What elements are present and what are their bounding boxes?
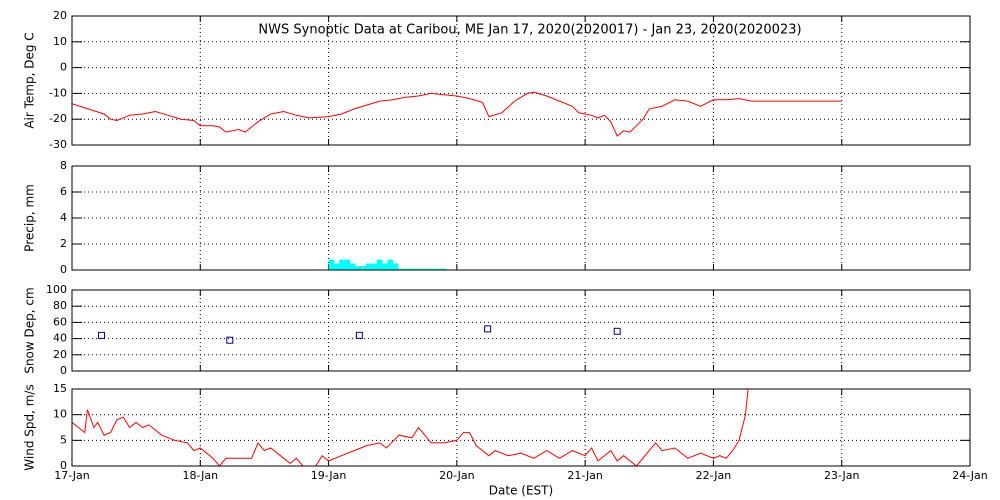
point: [613, 327, 621, 335]
bar: [349, 263, 356, 270]
bar: [430, 268, 436, 270]
frame: [71, 388, 971, 467]
y-tick-label: 10: [53, 35, 67, 48]
frame: [71, 15, 971, 146]
y-tick-label: 10: [53, 408, 67, 421]
bar: [387, 259, 394, 270]
bar: [371, 263, 377, 270]
y-tick-label: -20: [49, 112, 67, 125]
bar: [419, 268, 426, 270]
bar: [398, 268, 404, 270]
bar: [366, 263, 372, 270]
y-axis-label: Precip, mm: [23, 184, 37, 252]
data-line: [72, 388, 749, 467]
y-axis-label: Snow Dep, cm: [23, 287, 37, 373]
point: [98, 331, 106, 339]
y-tick-label: 20: [53, 9, 67, 22]
y-tick-label: 40: [53, 332, 67, 345]
x-tick-label: 22-Jan: [696, 469, 732, 482]
y-tick-label: 0: [60, 364, 67, 377]
bar: [376, 259, 383, 270]
plot-area: [98, 325, 621, 344]
point: [355, 331, 363, 339]
data-line: [72, 91, 842, 137]
y-tick-label: 5: [60, 433, 67, 446]
bar: [392, 263, 399, 270]
bar: [333, 263, 340, 270]
bar: [344, 259, 351, 270]
y-tick-label: 0: [60, 263, 67, 276]
y-tick-label: 2: [60, 237, 67, 250]
bar: [424, 268, 431, 270]
x-tick-label: 21-Jan: [567, 469, 603, 482]
y-tick-label: 6: [60, 185, 67, 198]
y-axis-label: Air Temp, Deg C: [23, 32, 37, 128]
x-tick-label: 20-Jan: [439, 469, 475, 482]
y-tick-label: 100: [46, 283, 67, 296]
y-tick-label: 60: [53, 315, 67, 328]
chart-title: NWS Synoptic Data at Caribou, ME Jan 17,…: [258, 23, 801, 38]
y-tick-label: 4: [60, 211, 67, 224]
y-tick-label: 0: [60, 459, 67, 472]
plot-area: [72, 91, 842, 137]
y-axis-label: Wind Spd, m/s: [23, 384, 37, 470]
x-axis-label: Date (EST): [489, 484, 553, 498]
bar: [414, 268, 420, 270]
bar: [339, 259, 345, 270]
x-tick-label: 17-Jan: [54, 469, 90, 482]
bar: [408, 268, 415, 270]
y-tick-label: -10: [49, 86, 67, 99]
bar: [355, 266, 361, 270]
plot-area: [328, 259, 447, 270]
y-tick-label: 0: [60, 61, 67, 74]
y-tick-label: -30: [49, 138, 67, 151]
plot-area: [72, 388, 749, 467]
x-tick-label: 24-Jan: [952, 469, 988, 482]
frame: [71, 289, 971, 372]
bar: [328, 259, 335, 270]
x-tick-label: 19-Jan: [311, 469, 347, 482]
bar: [360, 266, 367, 270]
y-tick-label: 15: [53, 382, 67, 395]
bar: [382, 263, 388, 270]
bar: [403, 268, 410, 270]
y-tick-label: 20: [53, 348, 67, 361]
frame: [71, 165, 971, 271]
y-tick-label: 80: [53, 299, 67, 312]
y-tick-label: 8: [60, 159, 67, 172]
point: [484, 325, 492, 333]
point: [226, 336, 234, 344]
bar: [440, 268, 447, 270]
x-tick-label: 18-Jan: [183, 469, 219, 482]
bar: [435, 268, 442, 270]
x-tick-label: 23-Jan: [824, 469, 860, 482]
